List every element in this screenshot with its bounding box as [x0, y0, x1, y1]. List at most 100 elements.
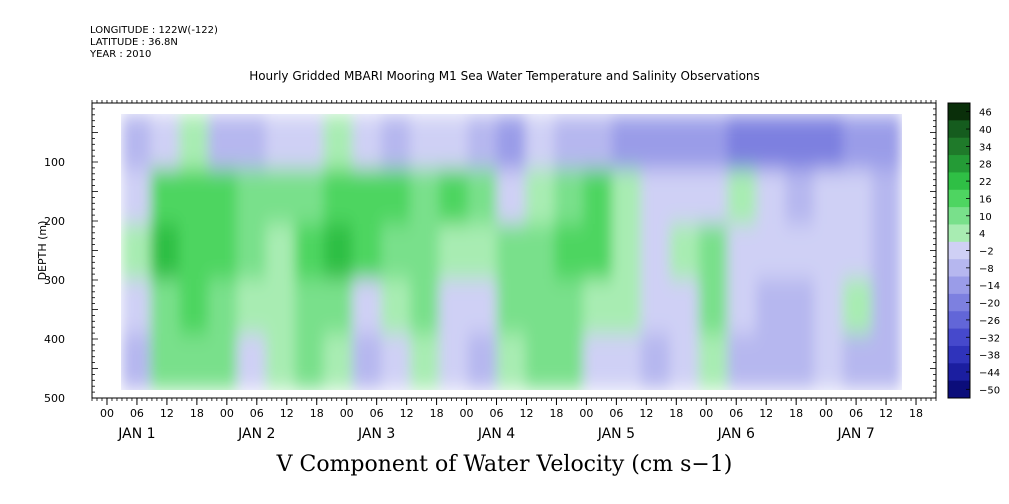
colorbar-swatch	[948, 380, 970, 399]
x-tick-label: 00	[100, 407, 114, 420]
heatmap-cells	[121, 114, 902, 390]
heatmap-cell	[554, 114, 585, 171]
colorbar-swatch	[948, 172, 970, 191]
x-tick-label: 18	[430, 407, 444, 420]
heatmap-cell	[640, 224, 671, 280]
heatmap-cell	[756, 169, 787, 226]
heatmap-cell	[756, 114, 787, 171]
heatmap-cell	[525, 278, 556, 335]
x-tick-label: 12	[400, 407, 414, 420]
heatmap-cell	[410, 278, 440, 335]
heatmap-cell	[842, 333, 873, 390]
heatmap-cell	[208, 114, 238, 171]
colorbar-label: −32	[979, 333, 1000, 344]
colorbar-swatch	[948, 363, 970, 382]
plot-axes: 00 06 12 18 00 06 12 18 00 06 12 18 00 06 12 18 00 06 12 18…	[36, 100, 937, 442]
colorbar-swatch	[948, 224, 970, 243]
heatmap-cell	[323, 169, 354, 226]
x-tick-label: 06	[130, 407, 144, 420]
heatmap-cell	[179, 333, 210, 390]
colorbar-swatch	[948, 207, 970, 225]
heatmap-cell	[871, 169, 902, 226]
y-axis-label: DEPTH (m)	[36, 221, 49, 281]
x-tick-label: 18	[669, 407, 683, 420]
colorbar-label: 10	[979, 212, 992, 223]
x-tick-label: 00	[460, 407, 474, 420]
colorbar: 46 40 34 28 22 16 10 4 −2 −8 −14 −20 −26 −32 −38 −44 −50	[947, 102, 1000, 399]
heatmap-cell	[813, 278, 844, 335]
heatmap-cell	[179, 224, 210, 280]
heatmap-cell	[871, 224, 902, 280]
latitude-label: LATITUDE : 36.8N	[90, 37, 178, 48]
heatmap-cell	[381, 169, 412, 226]
colorbar-label: −8	[979, 264, 994, 275]
heatmap-cell	[381, 333, 412, 390]
colorbar-label: −14	[979, 281, 1000, 292]
heatmap-cell	[438, 333, 469, 390]
heatmap-cell	[756, 333, 787, 390]
heatmap-cell	[410, 333, 440, 390]
colorbar-label: −38	[979, 351, 1000, 362]
x-tick-label: 06	[849, 407, 863, 420]
y-tick-label: 100	[44, 156, 65, 169]
day-label: JAN 1	[117, 426, 155, 442]
heatmap-cell	[871, 333, 902, 390]
colorbar-label: 46	[979, 108, 992, 119]
heatmap-cell	[467, 333, 498, 390]
heatmap-cell	[640, 333, 671, 390]
year-label: YEAR : 2010	[90, 49, 152, 60]
y-tick-label: 200	[44, 215, 65, 228]
heatmap-cell	[265, 114, 296, 171]
y-tick-label: 400	[44, 333, 65, 346]
heatmap-cell	[496, 333, 527, 390]
heatmap-cell	[813, 224, 844, 280]
heatmap-cell	[871, 278, 902, 335]
heatmap-cell	[583, 224, 613, 280]
colorbar-label: −26	[979, 316, 1000, 327]
heatmap-cell	[410, 224, 440, 280]
colorbar-label: 22	[979, 177, 992, 188]
heatmap-cell	[669, 114, 700, 171]
heatmap-cell	[727, 114, 758, 171]
heatmap-cell	[785, 333, 815, 390]
heatmap-cell	[496, 169, 527, 226]
heatmap-field	[121, 114, 902, 390]
heatmap-cell	[150, 224, 181, 280]
heatmap-cell	[554, 333, 585, 390]
heatmap-cell	[496, 114, 527, 171]
heatmap-cell	[265, 278, 296, 335]
heatmap-cell	[294, 169, 325, 226]
x-tick-label: 00	[819, 407, 833, 420]
colorbar-label: 28	[979, 160, 992, 171]
colorbar-swatch	[948, 103, 970, 121]
heatmap-cell	[785, 114, 815, 171]
x-tick-label: 06	[490, 407, 504, 420]
colorbar-swatch	[948, 293, 970, 312]
x-tick-label: 12	[639, 407, 653, 420]
heatmap-cell	[813, 114, 844, 171]
heatmap-cell	[150, 114, 181, 171]
heatmap-cell	[669, 169, 700, 226]
heatmap-cell	[150, 169, 181, 226]
colorbar-label: 40	[979, 125, 992, 136]
heatmap-cell	[871, 114, 902, 171]
heatmap-cell	[381, 224, 412, 280]
heatmap-cell	[583, 278, 613, 335]
heatmap-cell	[525, 224, 556, 280]
heatmap-cell	[467, 224, 498, 280]
heatmap-cell	[842, 114, 873, 171]
colorbar-swatch	[948, 276, 970, 295]
heatmap-cell	[208, 333, 238, 390]
heatmap-cell	[698, 114, 729, 171]
x-tick-label: 12	[280, 407, 294, 420]
day-label: JAN 4	[477, 426, 515, 442]
x-tick-label: 12	[759, 407, 773, 420]
heatmap-cell	[410, 169, 440, 226]
colorbar-label: −50	[979, 385, 1000, 396]
colorbar-label: 34	[979, 142, 992, 153]
colorbar-swatch	[948, 241, 970, 260]
x-tick-label: 18	[789, 407, 803, 420]
x-tick-label: 00	[699, 407, 713, 420]
heatmap-cell	[813, 333, 844, 390]
day-label: JAN 3	[357, 426, 395, 442]
